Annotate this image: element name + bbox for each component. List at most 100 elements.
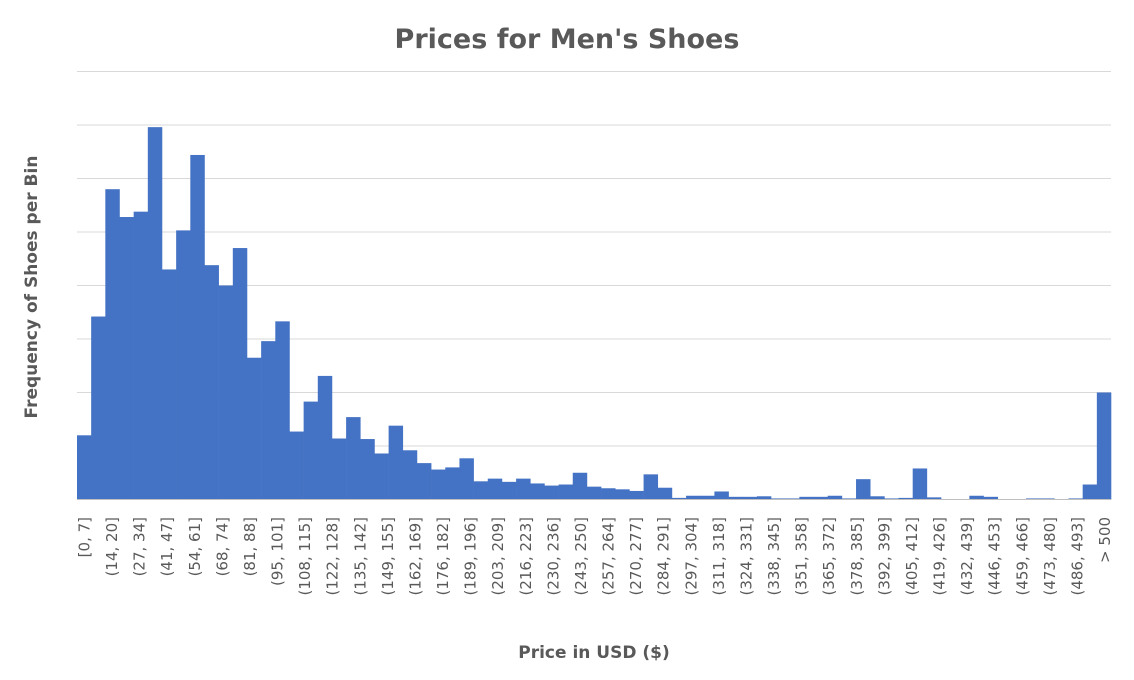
histogram-bar <box>261 341 276 500</box>
x-tick-label: (68, 74] <box>213 517 231 576</box>
histogram-bar <box>785 498 800 500</box>
histogram-bar <box>317 375 333 500</box>
histogram-bar <box>544 485 559 500</box>
histogram-bar <box>431 469 446 500</box>
histogram-bar <box>586 486 602 500</box>
x-tick-label: (324, 331] <box>737 517 755 596</box>
x-tick-label: (41, 47] <box>158 517 176 576</box>
histogram-bar <box>91 316 106 500</box>
histogram-bar <box>331 438 347 500</box>
x-tick-label: (27, 34] <box>131 517 149 576</box>
x-tick-label: (378, 385] <box>848 517 866 596</box>
y-axis-title: Frequency of Shoes per Bin <box>22 156 42 419</box>
x-tick-label: (297, 304] <box>682 517 700 596</box>
histogram-bar <box>742 496 758 500</box>
histogram-bar <box>360 439 375 500</box>
histogram-bar <box>133 211 149 500</box>
histogram-bar <box>501 481 517 500</box>
histogram-bar <box>771 498 786 500</box>
histogram-bar <box>416 463 432 500</box>
histogram-bar <box>487 478 503 500</box>
x-tick-label: (284, 291] <box>655 517 673 596</box>
histogram-bar <box>530 483 545 500</box>
histogram-bar <box>686 495 701 500</box>
histogram-bar <box>756 496 772 500</box>
x-tick-label: (189, 196] <box>462 517 480 596</box>
x-tick-label: [0, 7] <box>76 517 94 557</box>
x-tick-label: (419, 426] <box>931 517 949 596</box>
histogram-bar <box>615 489 630 500</box>
x-tick-label: (446, 453] <box>986 517 1004 596</box>
histogram-bar <box>969 495 984 500</box>
histogram-bar <box>1026 498 1041 500</box>
histogram-bar <box>601 488 616 500</box>
x-tick-label: (14, 20] <box>103 517 121 576</box>
histogram-bar <box>912 468 928 500</box>
x-tick-label: (135, 142] <box>351 517 369 596</box>
chart-title: Prices for Men's Shoes <box>395 24 740 55</box>
histogram-bar <box>926 497 942 500</box>
histogram-bar <box>161 269 177 500</box>
x-tick-label: (122, 128] <box>324 517 342 596</box>
x-tick-label: (365, 372] <box>820 517 838 596</box>
histogram-bar <box>1040 498 1055 500</box>
x-tick-label: (473, 480] <box>1041 517 1059 596</box>
x-tick-label: (405, 412] <box>903 517 921 596</box>
histogram-bar <box>643 474 659 500</box>
histogram-bar <box>473 481 489 500</box>
histogram-bar <box>572 472 588 500</box>
histogram-bar <box>1082 484 1098 500</box>
x-tick-label: (338, 345] <box>765 517 783 596</box>
histogram-bar <box>856 479 871 500</box>
x-tick-label: (243, 250] <box>572 517 590 596</box>
histogram-bar <box>700 495 715 500</box>
histogram-bar <box>799 496 814 500</box>
histogram-bar <box>346 417 361 500</box>
histogram-bar <box>105 189 120 500</box>
histogram-bar <box>289 431 304 500</box>
histogram-bar <box>516 478 531 500</box>
histogram-bar <box>558 484 574 500</box>
x-tick-label: (432, 439] <box>958 517 976 596</box>
histogram-bar <box>728 496 744 500</box>
x-tick-label: (230, 236] <box>544 517 562 596</box>
histogram-bar <box>898 497 913 500</box>
x-tick-label: (176, 182] <box>434 517 452 596</box>
x-tick-label: (351, 358] <box>793 517 811 596</box>
x-tick-label: (392, 399] <box>875 517 893 596</box>
histogram-bar <box>374 453 389 500</box>
histogram-bar <box>218 285 234 500</box>
histogram-bar <box>204 265 219 500</box>
x-axis-title: Price in USD ($) <box>518 643 670 663</box>
histogram-bar <box>629 490 644 500</box>
histogram-bar <box>445 467 460 500</box>
x-tick-label: (54, 61] <box>186 517 204 576</box>
histogram-bar <box>303 401 319 500</box>
histogram-bar <box>402 450 418 500</box>
bars <box>77 127 1112 500</box>
histogram-bar <box>246 357 262 500</box>
x-tick-label: (203, 209] <box>489 517 507 596</box>
x-tick-labels: [0, 7] (14, 20] (27, 34] (41, 47] (54, 61] (6… <box>76 517 1115 596</box>
histogram-bar <box>983 496 998 500</box>
x-tick-label: (162, 169] <box>407 517 425 596</box>
histogram-bar <box>884 498 899 500</box>
histogram-bar <box>147 127 163 500</box>
histogram-bar <box>459 458 474 500</box>
x-tick-label: (270, 277] <box>627 517 645 596</box>
histogram-bar <box>1096 392 1112 500</box>
histogram-bar <box>841 498 857 500</box>
x-tick-label: (95, 101] <box>269 517 287 586</box>
x-tick-label: (149, 155] <box>379 517 397 596</box>
histogram-bar <box>232 248 248 500</box>
histogram-bar <box>77 435 92 500</box>
histogram-bar <box>190 154 205 500</box>
x-tick-label: (81, 88] <box>241 517 259 576</box>
x-tick-label: (459, 466] <box>1013 517 1031 596</box>
histogram-bar <box>714 491 729 500</box>
histogram-bar <box>275 321 290 500</box>
histogram-bar <box>813 496 829 500</box>
histogram-bar <box>176 230 191 500</box>
histogram-bar <box>119 217 134 500</box>
